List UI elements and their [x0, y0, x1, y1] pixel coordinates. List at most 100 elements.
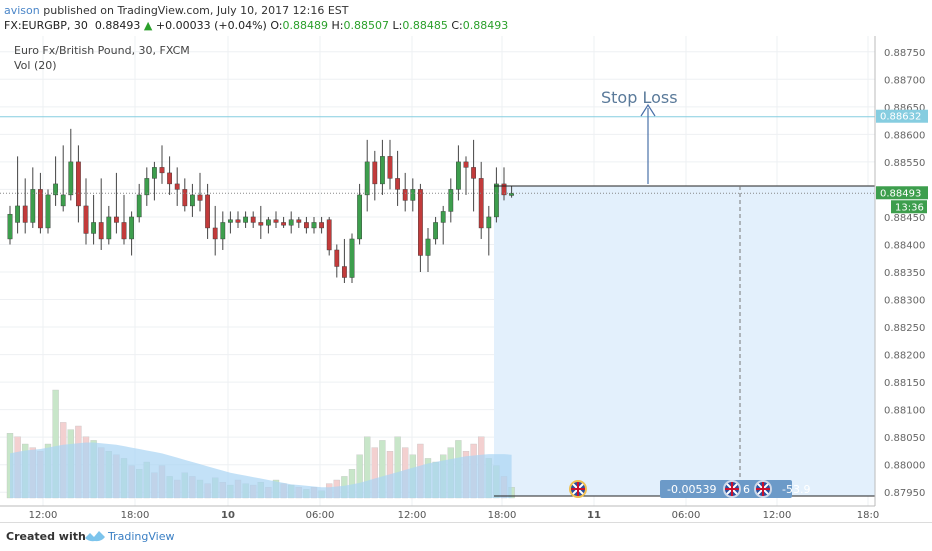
candle-body	[98, 222, 104, 240]
candle-body	[387, 156, 393, 179]
candle-body	[83, 205, 89, 234]
candle-body	[30, 189, 36, 223]
price-tick-label: 0.88300	[884, 296, 925, 307]
price-axis[interactable]: 0.887500.887000.886500.886000.885500.885…	[884, 48, 925, 499]
author-name[interactable]: avison	[4, 4, 40, 17]
current-price-tag: 0.88493 13:36	[876, 186, 928, 214]
publish-text: published on TradingView.com, July 10, 2…	[43, 4, 349, 17]
uk-flag-icon[interactable]	[723, 480, 741, 498]
stop-loss-price-tag: 0.88632	[876, 109, 928, 123]
time-tick-label: 11	[587, 510, 601, 521]
candles	[7, 128, 514, 284]
last-price: 0.88493	[94, 19, 141, 32]
price-tick-label: 0.88000	[884, 461, 925, 472]
price-change: +0.00033 (+0.04%)	[155, 19, 267, 32]
candle-body	[121, 222, 127, 240]
candle-body	[410, 189, 416, 201]
time-tick-label: 18:00	[488, 510, 517, 521]
legend-title: Euro Fx/British Pound, 30, FXCM	[14, 44, 190, 57]
price-tick-label: 0.88100	[884, 406, 925, 417]
candle-body	[258, 222, 264, 226]
candle-body	[319, 222, 324, 229]
projection-zone	[494, 186, 875, 496]
price-tick-label: 0.88700	[884, 75, 925, 86]
time-tick-label: 12:00	[763, 510, 792, 521]
candle-body	[342, 266, 347, 278]
candle-body	[151, 167, 157, 179]
current-price: 0.88493	[880, 188, 921, 199]
candle-body	[425, 238, 431, 256]
candle-body	[53, 183, 59, 196]
created-with-label: Created with	[6, 530, 86, 543]
candle-body	[197, 194, 203, 201]
time-tick-label: 12:00	[398, 510, 427, 521]
candle-body	[501, 183, 507, 196]
candle-body	[349, 238, 355, 278]
bar-countdown: 13:36	[895, 202, 924, 213]
measure-pips: -53.9	[782, 483, 810, 496]
up-arrow-icon: ▲	[143, 19, 153, 32]
candle-body	[182, 189, 188, 207]
candle-body	[311, 222, 317, 229]
symbol-label: FX:EURGBP, 30	[4, 19, 88, 32]
candle-body	[68, 161, 74, 196]
candle-body	[174, 183, 180, 190]
candle-body	[364, 161, 370, 196]
candle-body	[7, 213, 13, 240]
measure-mid: 6	[743, 483, 750, 496]
candle-body	[418, 189, 423, 256]
price-tick-label: 0.88200	[884, 351, 925, 362]
time-tick-label: 12:00	[29, 510, 58, 521]
candle-body	[448, 189, 454, 212]
candle-body	[38, 189, 43, 229]
candle-body	[296, 219, 302, 223]
candle-body	[326, 219, 332, 251]
open-label: O:	[270, 19, 283, 32]
price-tick-label: 0.88050	[884, 433, 925, 444]
tradingview-brand[interactable]: TradingView	[108, 530, 175, 543]
candle-body	[266, 219, 271, 226]
candle-body	[433, 222, 438, 240]
candle-body	[22, 205, 28, 223]
tradingview-logo-icon	[84, 528, 106, 547]
candle-body	[205, 194, 210, 229]
candle-body	[15, 205, 20, 223]
candle-body	[243, 216, 248, 223]
price-chart[interactable]: Stop Loss -0.00539 6 -53.9 0.88750 0.8870…	[0, 36, 932, 522]
candle-body	[45, 194, 51, 229]
high-value: 0.88507	[343, 19, 390, 32]
candle-body	[106, 216, 112, 240]
uk-flag-icon[interactable]	[569, 480, 587, 498]
candle-body	[372, 161, 378, 185]
low-value: 0.88485	[402, 19, 448, 32]
time-axis[interactable]: 12:00 18:00 10 06:00 12:00 18:00 11 06:00 12:00 1…	[29, 510, 880, 521]
candle-body	[456, 161, 461, 190]
measure-delta: -0.00539	[667, 483, 716, 496]
volume-ma-area	[10, 442, 512, 498]
time-tick-label: 06:00	[306, 510, 335, 521]
candle-body	[486, 216, 492, 229]
chart-header: avison published on TradingView.com, Jul…	[0, 0, 932, 36]
legend-volume: Vol (20)	[14, 59, 57, 72]
time-tick-label: 18:00	[121, 510, 150, 521]
stop-loss-label[interactable]: Stop Loss	[601, 88, 678, 107]
candle-body	[136, 194, 142, 218]
footer: Created with TradingView	[0, 522, 932, 551]
candle-body	[189, 194, 195, 207]
candle-body	[227, 219, 233, 223]
candle-body	[144, 178, 150, 196]
candle-body	[159, 167, 165, 174]
candle-body	[402, 189, 408, 201]
price-tick-label: 0.88750	[884, 48, 925, 59]
candle-body	[440, 211, 446, 223]
high-label: H:	[331, 19, 344, 32]
uk-flag-icon[interactable]	[754, 480, 772, 498]
candle-body	[281, 222, 286, 226]
candle-body	[129, 216, 134, 240]
candle-body	[380, 156, 385, 185]
candle-body	[273, 219, 279, 223]
publish-info: avison published on TradingView.com, Jul…	[4, 4, 349, 17]
candle-body	[220, 222, 226, 240]
candle-body	[235, 219, 241, 223]
ohlc-bar: FX:EURGBP, 30 0.88493 ▲ +0.00033 (+0.04%…	[4, 19, 508, 32]
